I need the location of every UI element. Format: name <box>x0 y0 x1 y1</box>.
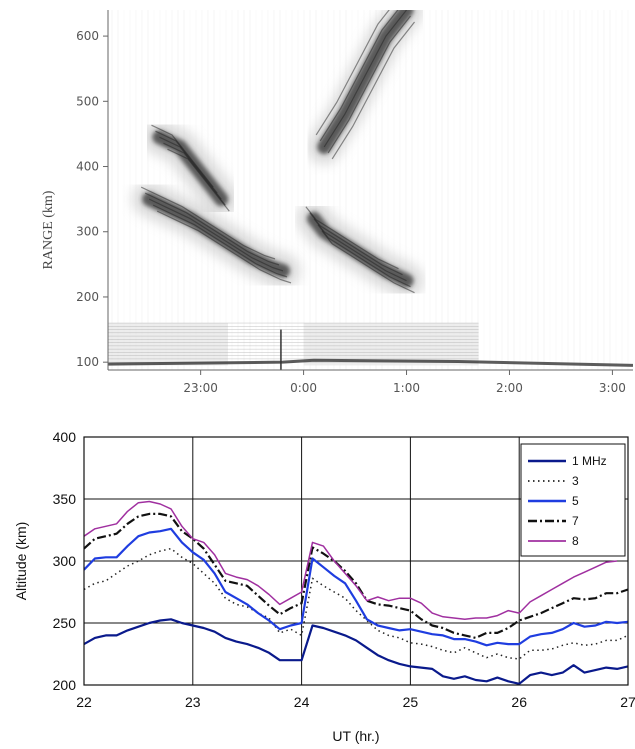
line-chart-x-ticks: 22 23 24 25 26 27 <box>76 694 635 710</box>
echo-trace-strand <box>323 10 408 148</box>
echo-trace-strand <box>315 10 390 136</box>
line-chart-y-tick-label: 400 <box>53 429 77 445</box>
heatmap-y-tick-label: 500 <box>76 94 99 108</box>
echo-trace-strand <box>327 15 412 154</box>
heatmap-y-tick-label: 600 <box>76 29 99 43</box>
echo-trace-strand <box>167 148 230 212</box>
echo-trace-strand <box>140 186 276 260</box>
lower-band-right <box>303 323 479 366</box>
line-chart-y-tick-label: 350 <box>53 491 77 507</box>
series-line-1 <box>84 618 628 685</box>
series-line-2 <box>84 547 628 660</box>
heatmap-e-region-layer <box>108 322 633 370</box>
heatmap-y-tick-label: 200 <box>76 290 99 304</box>
heatmap-x-tick-label: 1:00 <box>393 381 420 395</box>
line-chart-y-ticks: 200 250 300 350 400 <box>53 429 77 693</box>
altitude-line-chart: 200 250 300 350 400 22 23 24 25 26 27 UT (hr.) Al… <box>13 429 635 744</box>
legend-label: 7 <box>572 514 579 528</box>
echo-trace-strand <box>321 230 415 294</box>
heatmap-echo-traces <box>132 10 424 298</box>
line-chart-series <box>84 500 628 685</box>
line-chart-x-tick-label: 26 <box>511 694 527 710</box>
heatmap-x-tick-label: 2:00 <box>496 381 523 395</box>
heatmap-y-ticks: 100 200 300 400 500 600 <box>76 29 108 369</box>
line-chart-y-axis-label: Altitude (km) <box>13 522 29 601</box>
series-line-3 <box>84 527 628 647</box>
line-chart-x-tick-label: 24 <box>294 694 310 710</box>
echo-trace-strand <box>319 10 399 142</box>
lower-band-left <box>108 323 228 366</box>
heatmap-x-tick-label: 0:00 <box>290 381 317 395</box>
echo-trace-strand <box>152 204 288 278</box>
line-chart-x-tick-label: 25 <box>403 694 419 710</box>
heatmap-x-tick-label: 23:00 <box>183 381 218 395</box>
line-chart-y-tick-label: 200 <box>53 677 77 693</box>
echo-trace-strand <box>144 192 280 266</box>
heatmap-y-axis-label: RANGE (km) <box>41 190 56 269</box>
heatmap-y-tick-label: 300 <box>76 225 99 239</box>
legend-label: 3 <box>572 474 579 488</box>
line-chart-frame <box>83 436 629 686</box>
heatmap-y-tick-label: 100 <box>76 355 99 369</box>
line-chart-x-tick-label: 27 <box>620 694 635 710</box>
legend-label: 8 <box>572 534 579 548</box>
line-chart-y-tick-label: 300 <box>53 553 77 569</box>
series-line-5 <box>84 500 618 621</box>
e-layer-trace <box>108 358 633 367</box>
heatmap-x-ticks: 23:00 0:00 1:00 2:00 3:00 <box>183 370 626 395</box>
line-chart-y-tick-label: 250 <box>53 615 77 631</box>
line-chart-x-tick-label: 22 <box>76 694 92 710</box>
line-chart-x-tick-label: 23 <box>185 694 201 710</box>
heatmap-y-tick-label: 400 <box>76 160 99 174</box>
legend-label: 1 MHz <box>572 454 607 468</box>
line-chart-legend: 1 MHz 3 5 7 8 <box>520 443 626 557</box>
echo-trace-strand <box>156 210 292 284</box>
range-time-heatmap: 100 200 300 400 500 600 23:00 0:00 1:00 2:00 3:00… <box>41 10 633 395</box>
legend-label: 5 <box>572 494 579 508</box>
echo-trace-strand <box>331 21 416 160</box>
series-line-4 <box>84 512 628 640</box>
echo-trace-strand <box>148 198 284 272</box>
line-chart-x-axis-label: UT (hr.) <box>332 728 379 744</box>
heatmap-x-tick-label: 3:00 <box>599 381 626 395</box>
